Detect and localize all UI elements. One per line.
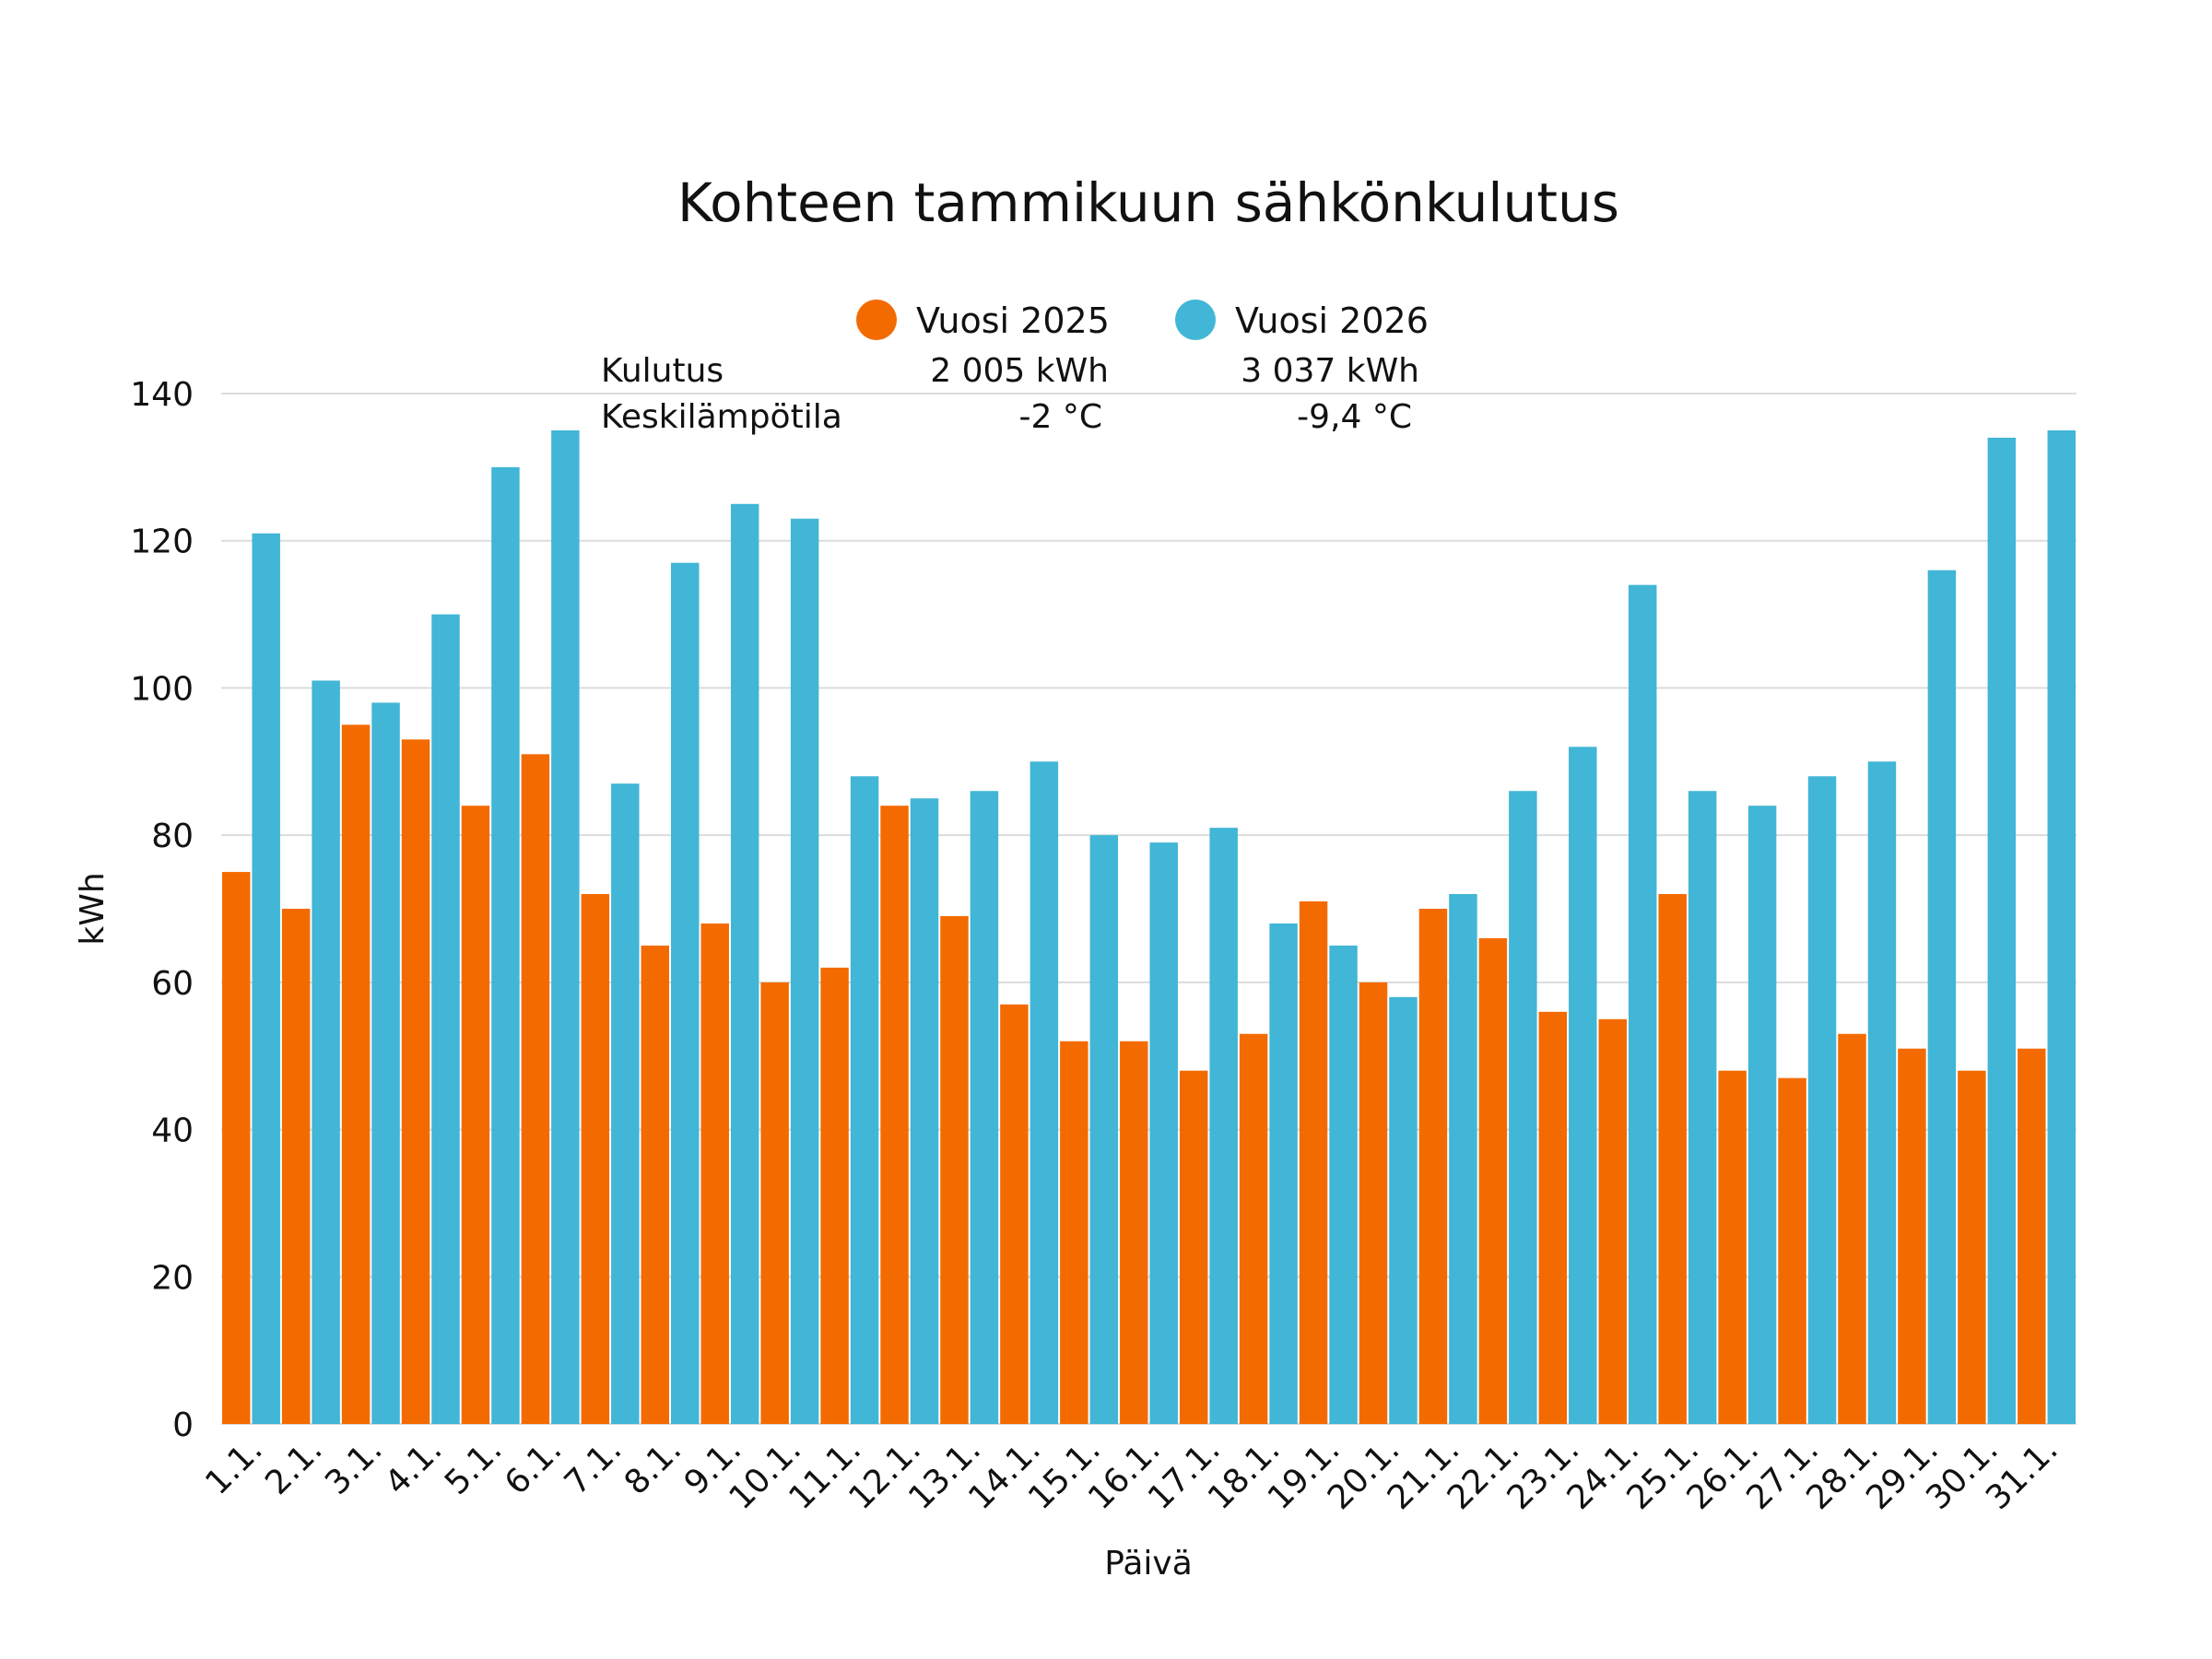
y-tick-label: 20 [151, 1259, 194, 1297]
bar-vuosi-2025-191 [1299, 901, 1328, 1424]
bar-vuosi-2026-291 [1927, 570, 1957, 1424]
bar-vuosi-2026-81 [671, 562, 700, 1424]
chart-title: Kohteen tammikuun sähkönkulutus [677, 171, 1619, 234]
bar-vuosi-2026-61 [551, 429, 580, 1424]
stats-consumption-2025: 2 005 kWh [930, 352, 1109, 390]
bar-vuosi-2026-111 [850, 776, 879, 1424]
bar-vuosi-2025-231 [1538, 1011, 1568, 1424]
bar-vuosi-2025-271 [1778, 1077, 1806, 1424]
legend-marker-2025 [856, 300, 897, 340]
bar-vuosi-2025-171 [1179, 1070, 1208, 1424]
x-tick-label: 2.1. [258, 1430, 330, 1502]
legend-label-2026: Vuosi 2026 [1235, 300, 1429, 341]
bar-vuosi-2025-51 [461, 806, 490, 1424]
bar-vuosi-2025-11 [222, 872, 251, 1424]
bar-vuosi-2026-51 [491, 466, 520, 1424]
x-tick-label: 6.1. [498, 1430, 570, 1502]
bar-vuosi-2026-31 [371, 702, 400, 1424]
bar-vuosi-2026-11 [252, 533, 280, 1424]
bar-vuosi-2025-291 [1898, 1048, 1926, 1424]
stats-temperature-2025: -2 °C [1019, 398, 1102, 436]
bar-vuosi-2026-261 [1747, 806, 1777, 1424]
bar-vuosi-2026-181 [1269, 923, 1298, 1424]
y-axis-label: kWh [74, 872, 112, 945]
bar-vuosi-2025-121 [880, 806, 909, 1424]
bar-vuosi-2025-201 [1359, 982, 1388, 1424]
bar-vuosi-2026-91 [730, 503, 759, 1424]
bar-vuosi-2026-311 [2047, 429, 2076, 1424]
bar-vuosi-2026-271 [1807, 776, 1837, 1424]
y-tick-label: 60 [151, 965, 194, 1003]
bar-vuosi-2025-71 [581, 894, 610, 1424]
bar-vuosi-2026-231 [1569, 747, 1597, 1424]
y-tick-label: 100 [130, 670, 194, 708]
bar-vuosi-2025-131 [940, 915, 969, 1424]
bar-vuosi-2025-181 [1239, 1033, 1268, 1424]
bar-vuosi-2025-161 [1120, 1041, 1148, 1424]
stats-consumption-2026: 3 037 kWh [1241, 352, 1419, 390]
bar-vuosi-2025-91 [700, 923, 729, 1424]
legend-marker-2026 [1175, 300, 1216, 340]
bar-vuosi-2025-211 [1418, 909, 1448, 1424]
stats-temperature-2026: -9,4 °C [1297, 398, 1412, 436]
x-tick-label: 7.1. [558, 1430, 629, 1502]
bar-vuosi-2026-101 [790, 518, 819, 1424]
bar-vuosi-2026-131 [970, 791, 999, 1424]
bar-vuosi-2025-141 [1000, 1004, 1029, 1424]
bar-vuosi-2025-221 [1478, 937, 1508, 1424]
bar-vuosi-2025-251 [1658, 894, 1687, 1424]
bar-vuosi-2026-171 [1209, 828, 1238, 1424]
bar-vuosi-2025-41 [401, 739, 430, 1424]
y-tick-label: 80 [151, 818, 194, 855]
bar-vuosi-2025-261 [1718, 1070, 1747, 1424]
y-axis-ticks: 0 20 40 60 80 100 120 140 [130, 376, 194, 1444]
bar-vuosi-2025-21 [281, 909, 311, 1424]
x-tick-label: 5.1. [438, 1430, 510, 1502]
bar-vuosi-2026-201 [1389, 996, 1418, 1424]
bar-vuosi-2025-311 [2018, 1048, 2046, 1424]
bar-vuosi-2026-21 [312, 680, 340, 1424]
bar-vuosi-2026-141 [1030, 761, 1059, 1424]
bar-vuosi-2025-111 [820, 967, 849, 1424]
bar-vuosi-2026-151 [1089, 835, 1119, 1424]
legend: Vuosi 2025 Vuosi 2026 [856, 300, 1429, 341]
x-tick-label: 3.1. [318, 1430, 390, 1502]
bar-vuosi-2026-71 [611, 783, 640, 1424]
bar-vuosi-2026-241 [1628, 584, 1657, 1424]
bar-vuosi-2026-281 [1867, 761, 1897, 1424]
y-tick-label: 140 [130, 376, 194, 414]
legend-label-2025: Vuosi 2025 [916, 300, 1110, 341]
bar-vuosi-2026-191 [1329, 945, 1358, 1424]
bar-vuosi-2026-221 [1509, 791, 1537, 1424]
bars [222, 429, 2076, 1424]
y-tick-label: 120 [130, 524, 194, 561]
bar-vuosi-2026-161 [1149, 842, 1178, 1424]
bar-vuosi-2025-301 [1958, 1070, 1986, 1424]
bar-vuosi-2026-301 [1987, 437, 2017, 1424]
bar-vuosi-2025-241 [1598, 1018, 1627, 1424]
x-tick-label: 1.1. [198, 1430, 270, 1502]
bar-vuosi-2026-251 [1688, 791, 1717, 1424]
bar-vuosi-2026-121 [910, 798, 939, 1424]
bar-vuosi-2026-41 [431, 614, 460, 1424]
stats-label-consumption: Kulutus [601, 352, 724, 390]
bar-vuosi-2025-101 [760, 982, 789, 1424]
bar-vuosi-2025-281 [1838, 1033, 1866, 1424]
x-axis-label: Päivä [1104, 1545, 1193, 1583]
bar-vuosi-2026-211 [1449, 894, 1477, 1424]
x-axis-ticks: 1.1.2.1.3.1.4.1.5.1.6.1.7.1.8.1.9.1.10.1… [198, 1430, 2065, 1517]
bar-vuosi-2025-31 [341, 724, 371, 1424]
stats-label-temperature: Keskilämpötila [601, 398, 842, 436]
bar-vuosi-2025-81 [641, 945, 670, 1424]
bar-vuosi-2025-61 [521, 754, 550, 1424]
x-tick-label: 4.1. [378, 1430, 450, 1502]
x-tick-label: 8.1. [618, 1430, 689, 1502]
y-tick-label: 40 [151, 1112, 194, 1150]
y-tick-label: 0 [172, 1406, 194, 1444]
x-tick-label: 31.1. [1979, 1430, 2065, 1517]
bar-vuosi-2025-151 [1060, 1041, 1088, 1424]
stats-table: Kulutus 2 005 kWh 3 037 kWh Keskilämpöti… [601, 352, 1419, 436]
